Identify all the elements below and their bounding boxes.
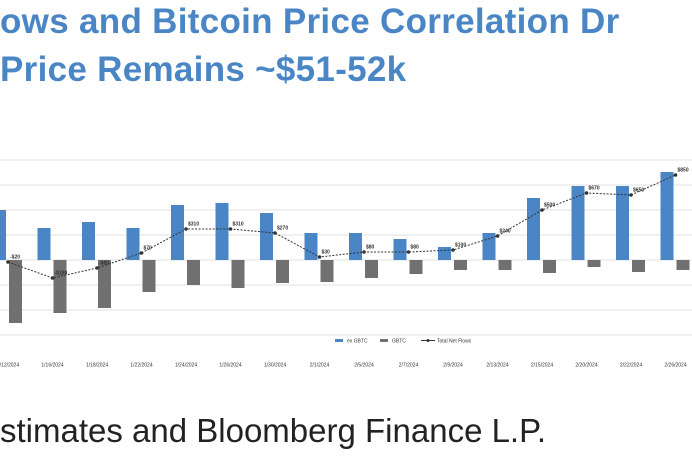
data-label: $310 [233,221,244,227]
net-flow-point [228,227,233,231]
bar [676,260,690,270]
legend-label: Total Net Flows [437,338,472,344]
bar [215,203,229,260]
data-label: $670 [589,185,600,191]
net-flow-point [451,248,455,252]
net-flow-point [629,193,633,197]
x-tick-label: 2/26/2024 [664,362,686,368]
title-line: Price Remains ~$51-52k [0,50,407,89]
bar [304,233,318,260]
net-flow-point [6,260,10,264]
x-tick-label: 1/18/2024 [86,362,108,368]
bar [260,213,273,260]
chart: -$20 -$180 -$80 $70 $310 $310 $270 $30 $80 $80 $10… [0,159,692,368]
x-tick-label: 2/15/2024 [531,362,553,368]
data-label: $500 [544,202,555,208]
data-label: -$80 [99,260,109,266]
x-tick-label: 1/30/2024 [264,362,286,368]
x-tick-label: 1/12/2024 [0,362,19,368]
bar [187,260,200,285]
x-tick-label: 2/1/2024 [310,362,330,368]
bar [438,247,451,260]
data-label: -$180 [55,270,68,276]
data-label: $310 [188,221,199,227]
bar [616,186,629,260]
x-tick-label: 2/22/2024 [620,362,642,368]
x-tick-label: 2/9/2024 [443,362,463,368]
legend-label: ex GBTC [347,338,368,344]
x-tick-label: 2/20/2024 [575,362,597,368]
net-flow-point [540,208,544,212]
bar [320,260,334,282]
bar [409,260,423,274]
data-label: $270 [277,225,288,231]
net-flow-point [50,276,55,280]
bar [82,222,95,260]
bar [276,260,289,283]
net-flow-point [406,250,411,254]
source-note: stimates and Bloomberg Finance L.P. [0,412,547,449]
data-label: $80 [366,244,375,250]
data-label: $30 [322,249,331,255]
bar [98,260,111,308]
bar [571,186,585,260]
bar [349,233,362,260]
x-tick-label: 1/24/2024 [175,362,197,368]
bar [393,239,407,260]
data-label: -$20 [10,254,20,260]
data-label: $100 [455,242,466,248]
data-label: $70 [144,245,153,251]
bar [142,260,156,292]
legend-swatch [380,339,388,342]
bar [9,260,22,323]
data-label: $850 [678,167,689,173]
x-tick-label: 2/5/2024 [354,362,374,368]
bar [37,228,51,260]
bar [587,260,601,267]
bar [53,260,67,313]
legend-swatch [335,339,343,342]
bar [454,260,467,270]
bar [632,260,645,272]
net-flow-point [495,234,500,238]
x-tick-label: 2/7/2024 [399,362,419,368]
x-tick-label: 1/26/2024 [219,362,241,368]
data-label: $80 [411,244,420,250]
bar [498,260,512,270]
bar [365,260,378,278]
bar [660,172,674,260]
bar [171,205,184,260]
x-tick-label: 1/16/2024 [41,362,63,368]
net-flow-point [139,251,144,255]
bar [231,260,245,288]
net-flow-point [184,227,188,231]
data-label: $650 [633,187,644,193]
net-flow-point [317,255,322,259]
net-flow-point [584,191,589,195]
net-flow-line [7,174,676,279]
legend-label: GBTC [392,338,406,344]
legend-swatch [426,339,430,342]
bar [527,198,540,260]
x-tick-label: 1/22/2024 [130,362,152,368]
bar [482,233,496,260]
bar [0,210,6,260]
x-tick-label: 2/13/2024 [486,362,508,368]
title-line: ows and Bitcoin Price Correlation Dr [0,2,620,41]
net-flow-point [273,231,277,235]
net-flow-point [95,266,99,270]
bar [543,260,556,273]
net-flow-point [673,173,678,177]
bar [126,228,140,260]
net-flow-point [362,250,366,254]
data-label: $240 [500,228,511,234]
